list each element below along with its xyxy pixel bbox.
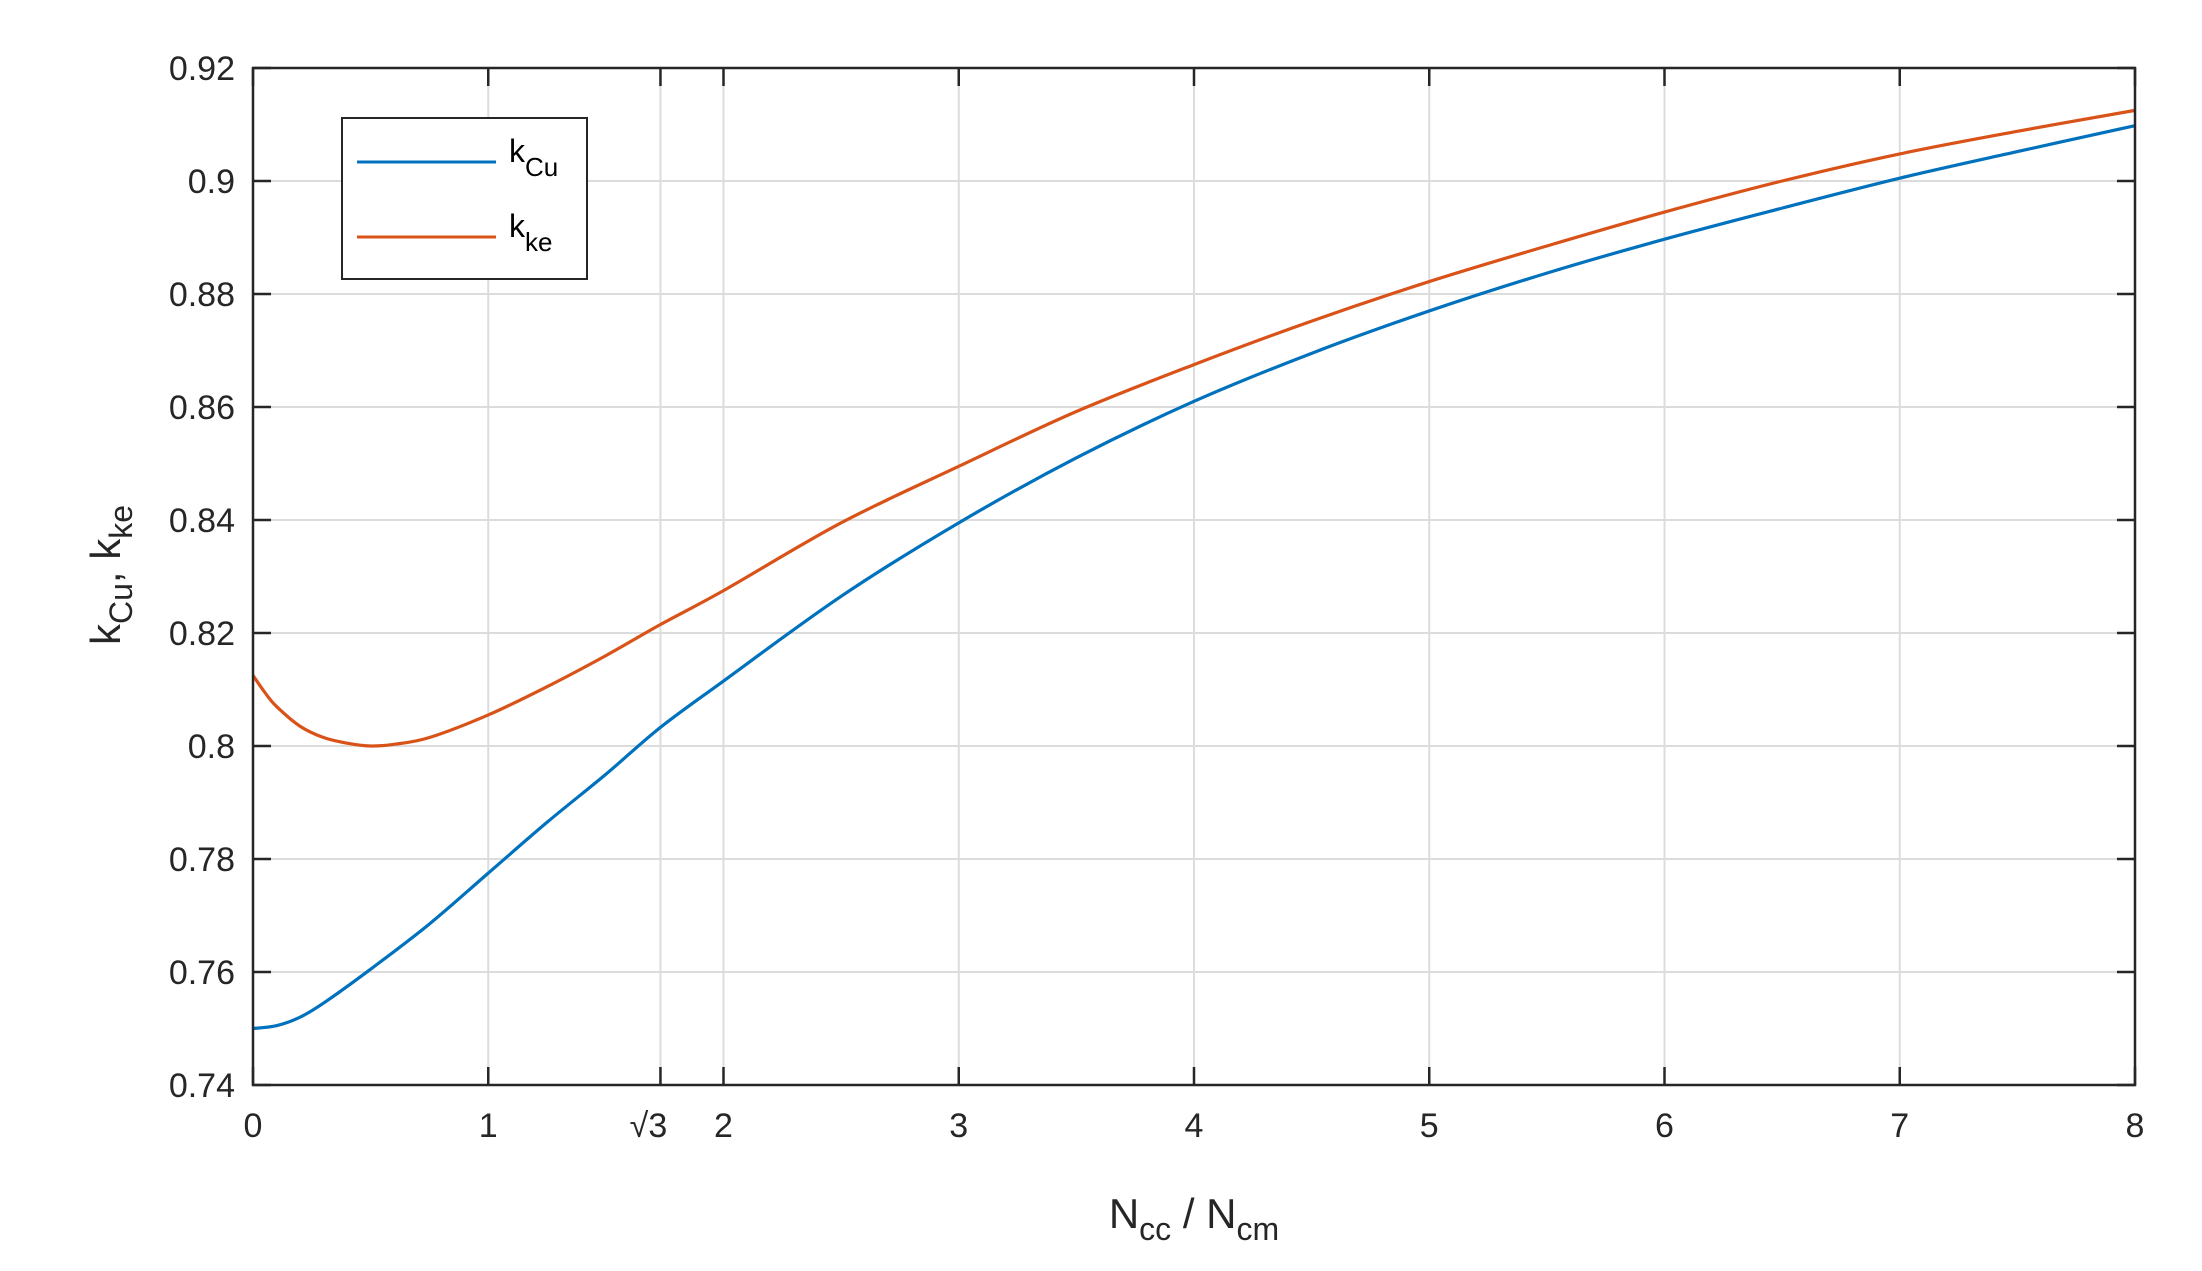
grid-lines bbox=[252, 67, 2136, 1086]
x-tick-label: 1 bbox=[479, 1107, 498, 1145]
y-tick-label: 0.92 bbox=[169, 50, 235, 88]
x-label-sep: / N bbox=[1171, 1190, 1236, 1237]
x-tick-label: 5 bbox=[1420, 1107, 1439, 1145]
x-tick-label: 6 bbox=[1655, 1107, 1674, 1145]
series-layer bbox=[251, 108, 2136, 1031]
y-tick-labels: 0.74 0.76 0.78 0.8 0.82 0.84 0.86 0.88 0.9 0.92 bbox=[169, 50, 235, 1105]
x-label-main: N bbox=[1109, 1190, 1139, 1237]
y-tick-label: 0.74 bbox=[169, 1067, 235, 1105]
x-tick-label: 4 bbox=[1185, 1107, 1204, 1145]
legend-label-kke: kke bbox=[509, 208, 552, 257]
x-tick-label: √3 bbox=[630, 1107, 668, 1145]
y-tick-label: 0.86 bbox=[169, 389, 235, 427]
y-label-mid: , k bbox=[82, 538, 129, 583]
y-label-s1: Cu bbox=[103, 583, 139, 624]
legend-kcu-base: k bbox=[509, 133, 526, 169]
x-tick-label: 0 bbox=[244, 1107, 263, 1145]
y-tick-label: 0.84 bbox=[169, 502, 235, 540]
x-tick-label: 7 bbox=[1890, 1107, 1909, 1145]
y-tick-label: 0.8 bbox=[188, 728, 235, 766]
legend-label-kcu: kCu bbox=[509, 133, 558, 182]
legend-box bbox=[341, 117, 588, 280]
x-axis-label: Ncc / Ncm bbox=[1109, 1190, 1279, 1247]
x-tick-label: 2 bbox=[714, 1107, 733, 1145]
x-label-sub1: cc bbox=[1139, 1211, 1171, 1247]
x-tick-label: 8 bbox=[2126, 1107, 2145, 1145]
x-tick-labels: 0 1 √3 2 3 4 5 6 7 8 bbox=[244, 1107, 2145, 1145]
tick-marks bbox=[251, 66, 2137, 1087]
series-line-kcu bbox=[252, 124, 2136, 1031]
y-label-p1: k bbox=[82, 623, 129, 645]
legend-kke-sub: ke bbox=[525, 227, 552, 257]
y-tick-label: 0.9 bbox=[188, 163, 235, 201]
y-tick-label: 0.78 bbox=[169, 841, 235, 879]
y-label-s2: ke bbox=[103, 505, 139, 539]
legend-kke-base: k bbox=[509, 208, 526, 244]
series-line-kke bbox=[251, 108, 2136, 748]
y-tick-label: 0.82 bbox=[169, 615, 235, 653]
legend-kcu-sub: Cu bbox=[525, 152, 558, 182]
x-label-sub2: cm bbox=[1237, 1211, 1280, 1247]
y-tick-label: 0.76 bbox=[169, 954, 235, 992]
legend: kCu kke bbox=[341, 117, 588, 280]
y-axis-label: kCu, kke bbox=[82, 505, 139, 645]
y-tick-label: 0.88 bbox=[169, 276, 235, 314]
x-tick-label: 3 bbox=[949, 1107, 968, 1145]
